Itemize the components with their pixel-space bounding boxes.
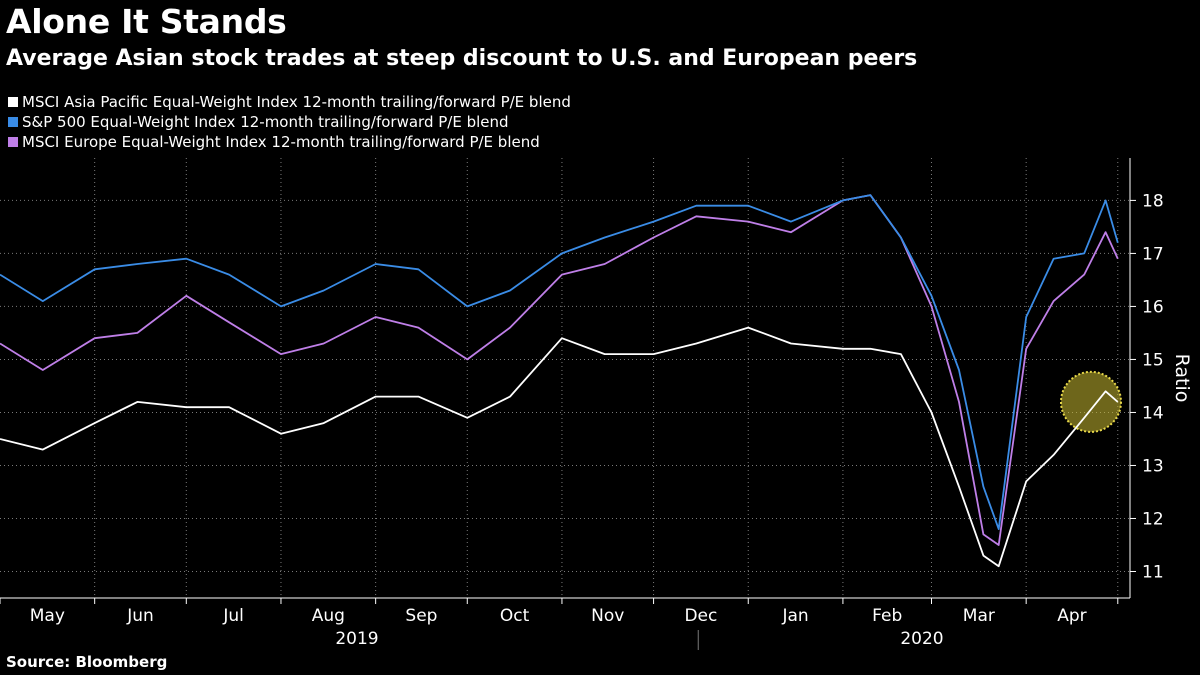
y-tick-label-12: 12 — [1142, 509, 1164, 529]
series-line-europe — [0, 194, 1119, 546]
y-tick-label-13: 13 — [1142, 456, 1164, 476]
series-line-asia — [0, 326, 1119, 568]
series-line-sp500 — [0, 194, 1119, 530]
x-month-label-jun: Jun — [126, 606, 154, 626]
legend-item-sp500: S&P 500 Equal-Weight Index 12-month trai… — [8, 112, 571, 132]
legend-label-sp500: S&P 500 Equal-Weight Index 12-month trai… — [22, 113, 509, 131]
highlight-circle — [1060, 370, 1122, 433]
y-axis-label: Ratio — [1171, 354, 1193, 403]
legend-swatch-sp500 — [8, 117, 18, 127]
year-label-2019: 2019 — [335, 629, 378, 649]
x-month-label-oct: Oct — [500, 606, 530, 626]
source-note: Source: Bloomberg — [6, 653, 168, 671]
x-month-label-may: May — [30, 606, 65, 626]
x-month-label-apr: Apr — [1057, 606, 1086, 626]
legend-label-europe: MSCI Europe Equal-Weight Index 12-month … — [22, 133, 540, 151]
y-tick-label-17: 17 — [1142, 244, 1164, 264]
legend: MSCI Asia Pacific Equal-Weight Index 12-… — [8, 92, 571, 152]
y-tick-label-18: 18 — [1142, 191, 1164, 211]
y-tick-label-16: 16 — [1142, 297, 1164, 317]
year-label-2020: 2020 — [900, 629, 943, 649]
x-month-label-nov: Nov — [591, 606, 624, 626]
x-month-label-jul: Jul — [222, 606, 244, 626]
chart-subtitle: Average Asian stock trades at steep disc… — [6, 46, 918, 71]
x-month-label-feb: Feb — [872, 606, 902, 626]
x-month-label-jan: Jan — [781, 606, 808, 626]
chart-title: Alone It Stands — [6, 2, 287, 41]
x-month-label-aug: Aug — [312, 606, 345, 626]
legend-label-asia: MSCI Asia Pacific Equal-Weight Index 12-… — [22, 93, 571, 111]
legend-swatch-europe — [8, 137, 18, 147]
x-month-label-sep: Sep — [405, 606, 437, 626]
x-month-label-mar: Mar — [963, 606, 995, 626]
x-month-label-dec: Dec — [684, 606, 717, 626]
legend-item-asia: MSCI Asia Pacific Equal-Weight Index 12-… — [8, 92, 571, 112]
y-tick-label-11: 11 — [1142, 562, 1164, 582]
y-tick-label-15: 15 — [1142, 350, 1164, 370]
legend-item-europe: MSCI Europe Equal-Weight Index 12-month … — [8, 132, 571, 152]
legend-swatch-asia — [8, 97, 18, 107]
y-tick-label-14: 14 — [1142, 403, 1164, 423]
